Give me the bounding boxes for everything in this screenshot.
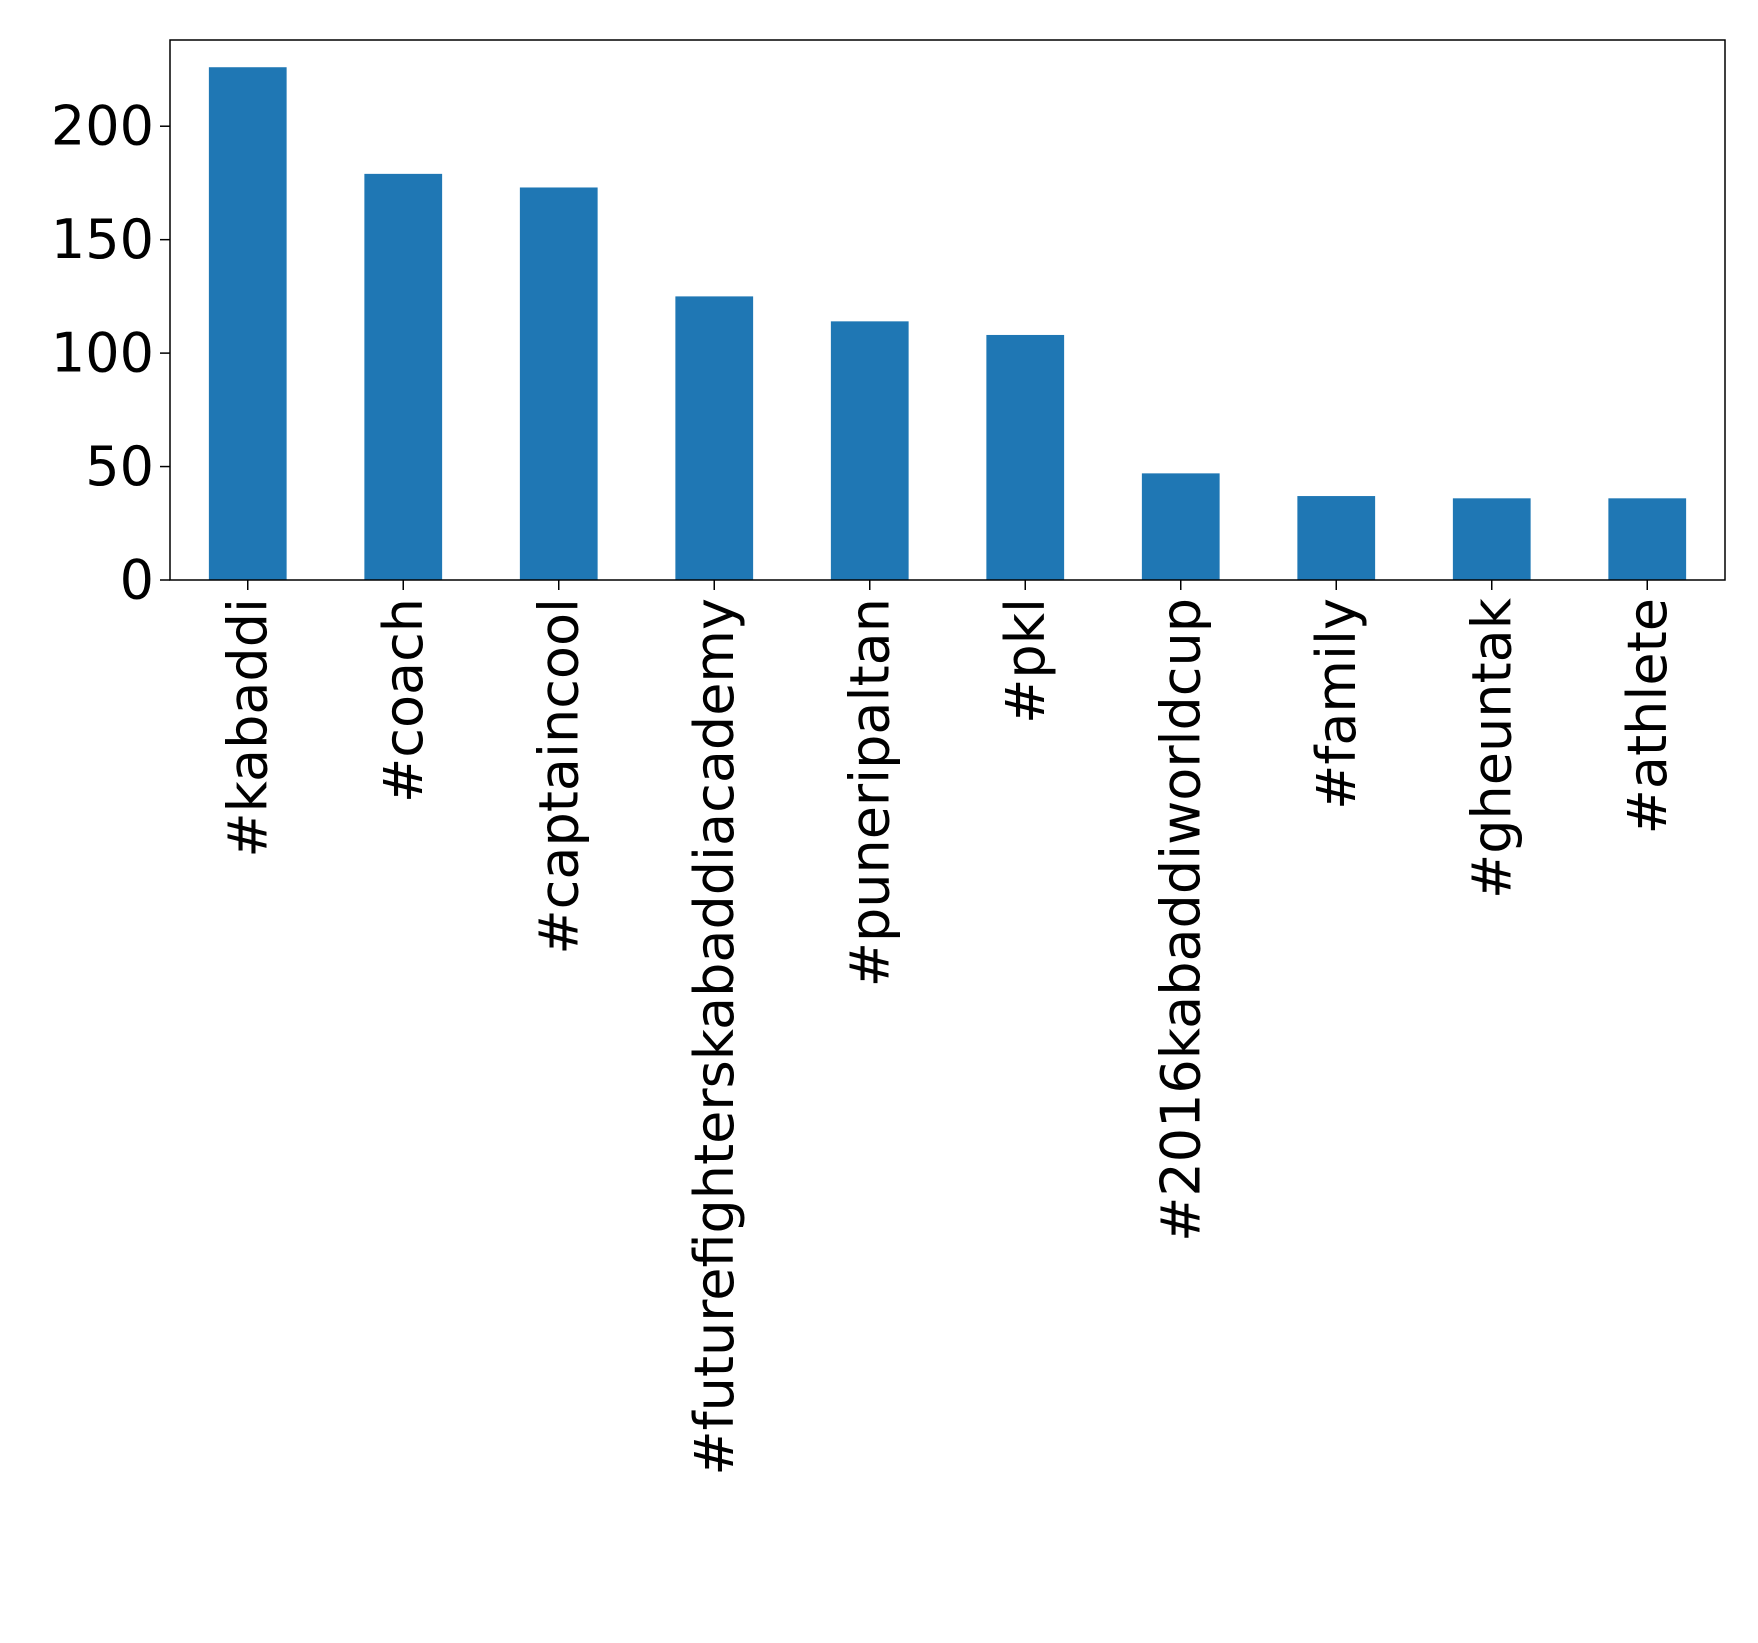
- y-axis-ticks: 0 50 100 150 200: [51, 95, 170, 612]
- bar-captaincool: [519, 187, 598, 580]
- x-tick-label: #captaincool: [527, 598, 590, 955]
- bar-puneripaltan: [830, 321, 909, 580]
- x-tick-label: #puneripaltan: [838, 598, 901, 987]
- x-tick-label: #gheuntak: [1460, 597, 1523, 899]
- y-tick-label: 100: [51, 322, 154, 385]
- bar-kabaddi: [208, 67, 287, 581]
- x-axis-ticks: #kabaddi #coach #captaincool #futurefighter…: [216, 580, 1679, 1476]
- bar-pkl: [986, 334, 1065, 580]
- y-tick-label: 150: [51, 208, 154, 271]
- bar-athlete: [1608, 498, 1687, 580]
- x-tick-label: #kabaddi: [216, 598, 279, 858]
- bar-family: [1297, 496, 1376, 580]
- bar-coach: [364, 173, 443, 580]
- x-tick-label: #family: [1305, 598, 1368, 810]
- plot-frame: [169, 39, 1726, 581]
- bar-futurefighterskabaddiacademy: [675, 296, 754, 580]
- x-tick-label: #2016kabaddiworldcup: [1149, 598, 1212, 1242]
- x-tick-label: #pkl: [994, 598, 1057, 724]
- x-tick-label: #athlete: [1616, 598, 1679, 834]
- x-tick-label: #coach: [372, 598, 435, 803]
- y-tick-label: 50: [85, 435, 154, 498]
- y-tick-label: 200: [51, 95, 154, 158]
- y-tick-label: 0: [120, 549, 154, 612]
- bar-gheuntak: [1452, 498, 1531, 580]
- bars-group: [208, 67, 1687, 581]
- x-tick-label: #futurefighterskabaddiacademy: [683, 598, 746, 1476]
- bar-2016kabaddiworldcup: [1141, 473, 1220, 580]
